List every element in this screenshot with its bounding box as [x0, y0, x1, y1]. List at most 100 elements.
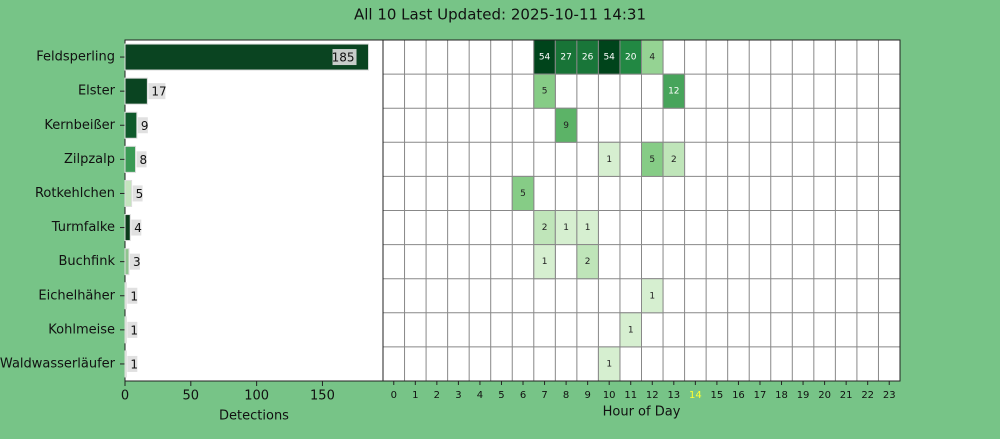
y-tick-label: Kohlmeise	[48, 322, 115, 337]
x-tick-label: 50	[183, 389, 200, 404]
x-tick-label: 5	[498, 390, 504, 401]
x-tick-label: 8	[563, 390, 569, 401]
x-tick-label: 10	[603, 390, 616, 401]
frame	[382, 39, 901, 382]
x-tick-label: 17	[754, 390, 767, 401]
x-tick-label: 13	[667, 390, 680, 401]
value-label-bg	[129, 253, 140, 270]
x-tick-label: 15	[711, 390, 724, 401]
x-tick-label: 6	[520, 390, 526, 401]
value-label-bg	[148, 83, 166, 100]
y-tick-label: Kernbeißer	[44, 118, 115, 133]
x-tick-label: 20	[818, 390, 831, 401]
y-tick-label: Elster	[78, 84, 116, 99]
cell-label: 1	[606, 155, 612, 165]
x-tick-label: 2	[434, 390, 440, 401]
y-tick-label: Eichelhäher	[38, 288, 115, 303]
x-tick-label: 150	[310, 389, 335, 404]
heatmap-cell	[662, 73, 686, 109]
x-tick-label: 12	[646, 390, 659, 401]
chart-title: All 10 Last Updated: 2025-10-11 14:31	[354, 6, 646, 24]
cell-label: 1	[542, 257, 548, 267]
x-tick-label: 100	[244, 389, 269, 404]
bar	[124, 77, 148, 105]
plot-area	[124, 39, 384, 382]
cell-label: 2	[671, 155, 677, 165]
cell-label: 4	[649, 53, 655, 63]
x-tick-label: 4	[477, 390, 483, 401]
x-tick-label: 0	[121, 389, 129, 404]
cell-label: 1	[628, 325, 634, 335]
x-tick-label: 19	[797, 390, 810, 401]
cell-label: 27	[560, 53, 571, 63]
value-label: 185	[332, 51, 355, 65]
value-label: 5	[136, 187, 144, 201]
bar	[124, 316, 127, 344]
bar	[124, 111, 138, 139]
cell-label: 20	[625, 53, 637, 63]
x-tick-label: 11	[624, 390, 637, 401]
x-tick-label: 7	[541, 390, 547, 401]
cell-label: 2	[585, 257, 591, 267]
x-tick-label: 22	[861, 390, 874, 401]
cell-label: 9	[563, 121, 569, 131]
value-label: 3	[133, 255, 141, 269]
y-tick-label: Feldsperling	[36, 50, 115, 65]
y-tick-label: Waldwasserläufer	[0, 356, 116, 371]
cell-label: 2	[542, 223, 548, 233]
value-label-bg	[136, 151, 147, 168]
cell-label: 12	[668, 87, 679, 97]
value-label-bg	[137, 117, 148, 134]
value-label: 8	[140, 153, 148, 167]
value-label-bg	[132, 185, 143, 202]
bar	[124, 282, 127, 310]
x-tick-label: 1	[412, 390, 418, 401]
heatmap-cell	[662, 141, 686, 177]
cell-label: 1	[563, 223, 569, 233]
heatmap-cell	[533, 73, 556, 109]
x-tick-label: 18	[775, 390, 788, 401]
y-tick-label: Rotkehlchen	[35, 186, 115, 201]
y-tick-label: Turmfalke	[51, 220, 115, 235]
cell-label: 5	[520, 189, 526, 199]
cell-label: 1	[606, 359, 612, 369]
heatmap-cell	[597, 141, 621, 177]
heatmap-cell	[576, 244, 599, 280]
value-label: 9	[141, 119, 149, 133]
value-label-bg	[127, 287, 138, 304]
bar	[124, 214, 131, 242]
x-axis-label: Detections	[219, 409, 289, 424]
x-tick-label: 0	[391, 390, 397, 401]
bar	[124, 350, 127, 378]
cell-label: 26	[582, 53, 594, 63]
value-label-bg	[127, 355, 138, 372]
value-label: 1	[130, 289, 138, 303]
bar	[124, 145, 137, 173]
heatmap-cell	[533, 244, 556, 280]
heatmap-cell	[641, 278, 664, 314]
bar	[124, 248, 130, 276]
cell-label: 5	[649, 155, 655, 165]
value-label: 1	[130, 357, 138, 371]
x-tick-label: 3	[455, 390, 461, 401]
value-label: 4	[134, 221, 142, 235]
heatmap-cell	[511, 175, 535, 211]
cell-label: 54	[539, 53, 551, 63]
value-label: 17	[151, 85, 166, 99]
value-label-bg	[127, 321, 138, 338]
y-tick-label: Zilpzalp	[64, 152, 115, 167]
y-tick-label: Buchfink	[58, 254, 115, 269]
cell-label: 1	[649, 291, 655, 301]
cell-label: 54	[603, 53, 615, 63]
value-label-bg	[131, 219, 142, 236]
value-label-bg	[332, 49, 357, 66]
x-tick-label: 21	[840, 390, 853, 401]
x-tick-label: 23	[883, 390, 896, 401]
cell-label: 5	[542, 87, 548, 97]
heatmap-cell	[619, 312, 642, 348]
value-label: 1	[130, 323, 138, 337]
x-tick-label: 9	[584, 390, 590, 401]
bar	[124, 179, 133, 207]
bar	[124, 43, 370, 71]
